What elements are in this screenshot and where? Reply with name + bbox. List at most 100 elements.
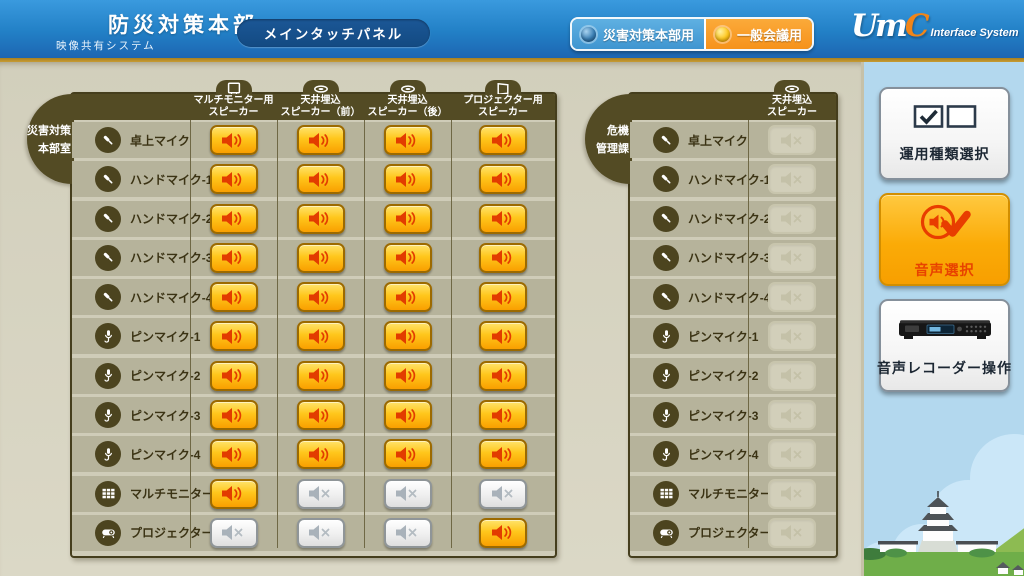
row-label: ハンドマイク-1 — [630, 166, 770, 193]
sidebar-buttons: 運用種類選択音声選択音声レコーダー操作 — [864, 62, 1024, 576]
speaker-toggle-button[interactable] — [383, 478, 432, 509]
gold-divider — [0, 58, 1024, 62]
speaker-toggle-button[interactable] — [383, 125, 432, 155]
speaker-toggle-button[interactable] — [209, 282, 258, 313]
pin-mic-icon — [95, 402, 121, 429]
checkbox-icon — [913, 103, 977, 135]
speaker-toggle-button[interactable] — [296, 282, 345, 313]
matrix-cell — [451, 439, 555, 470]
main-touch-panel-button[interactable]: メインタッチパネル — [237, 19, 430, 47]
speaker-toggle-button[interactable] — [479, 517, 527, 548]
operation-type-select-button[interactable]: 運用種類選択 — [879, 87, 1010, 180]
audio-select-button[interactable]: 音声選択 — [879, 193, 1010, 286]
speaker-toggle-button[interactable] — [296, 478, 345, 509]
matrix-cell — [748, 517, 836, 548]
matrix-cell — [451, 164, 555, 195]
speaker-toggle-button[interactable] — [383, 203, 432, 234]
speaker-toggle-button[interactable] — [296, 164, 345, 195]
row-label: マルチモニター音声 — [630, 480, 796, 507]
matrix-cell — [190, 439, 277, 470]
speaker-toggle-button[interactable] — [209, 400, 258, 431]
audio-recorder-button[interactable]: 音声レコーダー操作 — [877, 299, 1011, 392]
room-tab: 危機 管理課 — [585, 94, 632, 184]
speaker-toggle-button[interactable] — [209, 517, 258, 548]
speaker-toggle-button[interactable] — [383, 321, 432, 352]
matrix-cell — [748, 321, 836, 352]
speaker-toggle-button[interactable] — [209, 439, 258, 470]
row-label-text: ハンドマイク-2 — [130, 212, 213, 227]
speaker-toggle-button[interactable] — [209, 242, 258, 273]
matrix-cell — [277, 400, 364, 431]
speaker-toggle-button[interactable] — [479, 321, 527, 352]
mic-icon — [653, 284, 679, 311]
speaker-toggle-button[interactable] — [479, 203, 527, 234]
speaker-toggle-button[interactable] — [383, 400, 432, 431]
speaker-toggle-button[interactable] — [209, 360, 258, 391]
speaker-toggle-button[interactable] — [296, 360, 345, 391]
speaker-toggle-button[interactable] — [296, 517, 345, 548]
table-row: プロジェクター音声 — [630, 514, 836, 551]
crisis-management-matrix: 危機 管理課 天井埋込 スピーカー 卓上マイク ハンドマイク-1 ハンドマイク-2 ハンドマイ… — [585, 80, 838, 558]
sidebar-button-label: 音声選択 — [914, 261, 975, 278]
recorder-icon — [897, 314, 993, 349]
speaker-toggle-button — [768, 125, 816, 155]
speaker-toggle-button[interactable] — [209, 478, 258, 509]
speaker-toggle-button[interactable] — [479, 439, 527, 470]
column-header-row: マルチモニター用 スピーカー 天井埋込 スピーカー（前） 天井埋込 スピーカー（後） プロジ… — [72, 94, 555, 120]
speaker-toggle-button[interactable] — [383, 360, 432, 391]
row-label-text: ピンマイク-1 — [130, 329, 201, 344]
radio-dot-icon — [581, 26, 596, 42]
column-header: 天井埋込 スピーカー（前） — [280, 95, 361, 118]
row-label-text: ピンマイク-4 — [130, 447, 201, 462]
speaker-toggle-button[interactable] — [479, 242, 527, 273]
table-row: ピンマイク-4 — [72, 436, 555, 473]
row-label: ピンマイク-4 — [72, 441, 200, 468]
matrix-cell — [364, 242, 451, 273]
row-label-text: ピンマイク-1 — [688, 329, 759, 344]
logo-script: UmC — [851, 8, 929, 44]
speaker-toggle-button[interactable] — [383, 439, 432, 470]
matrix-cell — [277, 125, 364, 155]
speaker-toggle-button[interactable] — [209, 203, 258, 234]
speaker-toggle-button[interactable] — [296, 242, 345, 273]
speaker-toggle-button[interactable] — [296, 203, 345, 234]
speaker-toggle-button[interactable] — [383, 164, 432, 195]
speaker-toggle-button[interactable] — [296, 125, 345, 155]
matrix-cell — [277, 203, 364, 234]
speaker-toggle-button[interactable] — [296, 439, 345, 470]
speaker-toggle-button[interactable] — [383, 517, 432, 548]
row-label: ピンマイク-2 — [630, 362, 758, 389]
speaker-toggle-button[interactable] — [209, 321, 258, 352]
row-label: ピンマイク-3 — [630, 402, 758, 429]
row-label-text: 卓上マイク — [130, 133, 190, 148]
row-label-text: ピンマイク-3 — [688, 408, 759, 423]
matrix-cell — [364, 203, 451, 234]
speaker-toggle-button[interactable] — [209, 125, 258, 155]
matrix-cell — [190, 360, 277, 391]
speaker-toggle-button[interactable] — [479, 164, 527, 195]
speaker-toggle-button[interactable] — [383, 242, 432, 273]
table-row: ハンドマイク-4 — [630, 279, 836, 316]
speaker-toggle-button[interactable] — [479, 360, 527, 391]
speaker-toggle-button[interactable] — [479, 282, 527, 313]
speaker-toggle-button[interactable] — [383, 282, 432, 313]
speaker-toggle-button[interactable] — [296, 321, 345, 352]
matrix-cell — [277, 242, 364, 273]
speaker-toggle-button[interactable] — [479, 125, 527, 155]
mic-icon — [95, 244, 121, 271]
speaker-toggle-button[interactable] — [209, 164, 258, 195]
column-header: マルチモニター用 スピーカー — [193, 95, 274, 118]
matrix-cell — [451, 282, 555, 313]
speaker-toggle-button[interactable] — [479, 400, 527, 431]
table-row: 卓上マイク — [630, 122, 836, 158]
speaker-toggle-button[interactable] — [479, 478, 527, 509]
mode-general-meeting-button[interactable]: 一般会議用 — [706, 19, 813, 49]
mode-disaster-hq-button[interactable]: 災害対策本部用 — [572, 19, 707, 49]
speaker-toggle-button[interactable] — [296, 400, 345, 431]
speaker-check-icon — [918, 200, 972, 251]
speaker-toggle-button — [768, 321, 816, 352]
multi-monitor-icon — [95, 480, 121, 507]
row-label-text: ピンマイク-3 — [130, 408, 201, 423]
mic-icon — [653, 205, 679, 232]
matrix-cell — [277, 164, 364, 195]
